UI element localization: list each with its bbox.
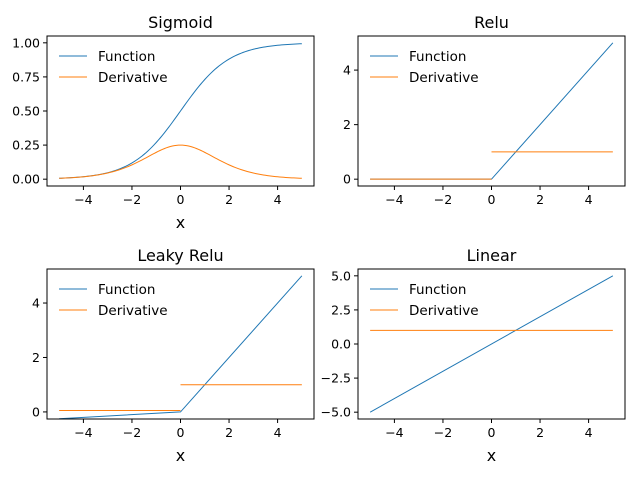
- relu-xtick-label: −4: [385, 192, 403, 207]
- linear-ytick-label: 5.0: [331, 268, 351, 283]
- linear-xtick-label: 4: [585, 425, 593, 440]
- linear-ytick-label: 0.0: [331, 337, 351, 352]
- leaky-relu-legend-label-derivative: Derivative: [98, 303, 168, 319]
- leaky-relu-xtick-label: 4: [274, 425, 282, 440]
- leaky-relu-ytick-label: 0: [32, 404, 40, 419]
- relu-xtick-label: 0: [488, 192, 496, 207]
- sigmoid-xtick-label: −2: [123, 192, 141, 207]
- relu-ytick-label: 4: [343, 63, 351, 78]
- linear-title: Linear: [467, 246, 517, 265]
- sigmoid-xlabel: x: [176, 213, 185, 232]
- leaky-relu-legend-label-function: Function: [98, 282, 155, 298]
- linear-xtick-label: 2: [536, 425, 544, 440]
- sigmoid-xtick-label: 4: [274, 192, 282, 207]
- relu-title: Relu: [474, 13, 509, 32]
- sigmoid-ytick-label: 0.75: [12, 69, 40, 84]
- sigmoid-legend-label-function: Function: [98, 49, 155, 65]
- panel-sigmoid: Sigmoid −4 −2 0 2 4 0.00 0.25 0.50 0.75 1.00 x Funct…: [12, 13, 315, 232]
- linear-xtick-label: −2: [434, 425, 452, 440]
- relu-axes-frame: [357, 35, 626, 187]
- sigmoid-ytick-label: 0.00: [12, 172, 40, 187]
- leaky-relu-xlabel: x: [176, 446, 185, 465]
- leaky-relu-ytick-label: 2: [32, 350, 40, 365]
- leaky-relu-xtick-label: 0: [177, 425, 185, 440]
- linear-legend-label-derivative: Derivative: [409, 303, 479, 319]
- leaky-relu-xtick-label: −4: [74, 425, 92, 440]
- sigmoid-derivative-line: [59, 144, 302, 179]
- leaky-relu-ytick-label: 4: [32, 296, 40, 311]
- sigmoid-xtick-label: −4: [74, 192, 92, 207]
- relu-legend-label-derivative: Derivative: [409, 70, 479, 86]
- leaky-relu-axes-frame: [46, 268, 315, 420]
- linear-ytick-label: 2.5: [331, 302, 351, 317]
- relu-ytick-label: 0: [343, 172, 351, 187]
- linear-ytick-label: −2.5: [321, 371, 351, 386]
- linear-xlabel: x: [487, 446, 496, 465]
- panel-leaky-relu: Leaky Relu −4 −2 0 2 4 0 2 4 x Function Derivative: [32, 246, 315, 465]
- linear-function-line: [369, 275, 614, 413]
- linear-axes-frame: [357, 268, 626, 420]
- linear-legend-label-function: Function: [409, 282, 466, 298]
- relu-xtick-label: 4: [585, 192, 593, 207]
- panel-relu: Relu −4 −2 0 2 4 0 2 4 Function Derivative: [343, 13, 626, 207]
- panel-linear: Linear −4 −2 0 2 4 −5.0 −2.5 0.0 2.5 5.0 x Function D…: [321, 246, 626, 465]
- relu-legend-label-function: Function: [409, 49, 466, 65]
- linear-xtick-label: 0: [488, 425, 496, 440]
- relu-xtick-label: 2: [536, 192, 544, 207]
- leaky-relu-xtick-label: −2: [123, 425, 141, 440]
- leaky-relu-function-line: [59, 275, 303, 420]
- leaky-relu-title: Leaky Relu: [137, 246, 223, 265]
- linear-ytick-label: −5.0: [321, 405, 351, 420]
- relu-xtick-label: −2: [434, 192, 452, 207]
- sigmoid-function-line: [59, 43, 302, 179]
- sigmoid-title: Sigmoid: [148, 13, 213, 32]
- sigmoid-axes-frame: [46, 35, 315, 187]
- sigmoid-xtick-label: 2: [225, 192, 233, 207]
- leaky-relu-xtick-label: 2: [225, 425, 233, 440]
- sigmoid-ytick-label: 0.25: [12, 138, 40, 153]
- relu-ytick-label: 2: [343, 117, 351, 132]
- sigmoid-ytick-label: 1.00: [12, 35, 40, 50]
- relu-function-line: [370, 42, 614, 180]
- linear-xtick-label: −4: [385, 425, 403, 440]
- sigmoid-legend-label-derivative: Derivative: [98, 70, 168, 86]
- sigmoid-ytick-label: 0.50: [12, 104, 40, 119]
- sigmoid-xtick-label: 0: [177, 192, 185, 207]
